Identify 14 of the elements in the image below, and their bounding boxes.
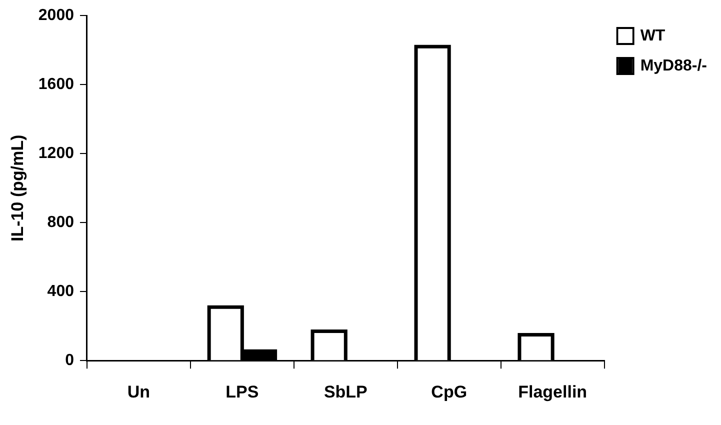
- legend-label: WT: [640, 27, 666, 44]
- y-tick-label: 2000: [38, 7, 74, 24]
- y-tick-label: 800: [47, 214, 74, 232]
- x-tick-label: CpG: [431, 382, 468, 402]
- y-tick-label: 400: [47, 283, 74, 300]
- legend-label: MyD88-/-: [640, 57, 708, 74]
- y-axis-title: IL-10 (pg/mL): [8, 134, 27, 242]
- x-tick-label: Un: [127, 382, 150, 402]
- x-tick-label: SbLP: [324, 382, 368, 402]
- y-tick-label: 0: [65, 352, 74, 370]
- x-tick-label: LPS: [226, 382, 259, 402]
- y-tick-label: 1200: [38, 145, 74, 162]
- x-tick-label: Flagellin: [518, 382, 588, 402]
- y-tick-label: 1600: [38, 76, 74, 94]
